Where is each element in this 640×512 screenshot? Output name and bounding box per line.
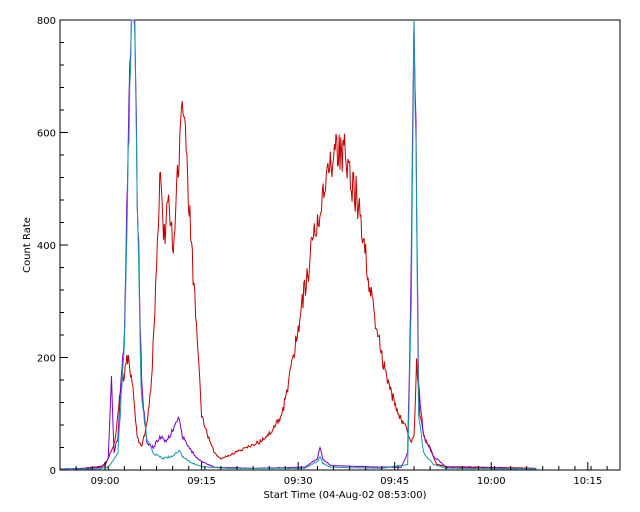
tick-layer: 09:00 09:15 09:30 09:45 10:00 10:15 0 200 400 600… bbox=[37, 16, 608, 487]
y-axis-title: Count Rate bbox=[22, 217, 33, 273]
x-tick-label: 09:15 bbox=[187, 476, 216, 487]
x-tick-label: 10:15 bbox=[573, 476, 602, 487]
series-line-3 bbox=[60, 19, 537, 471]
series-line-1 bbox=[85, 101, 537, 470]
series-line-2 bbox=[59, 19, 537, 470]
series-layer bbox=[59, 19, 537, 471]
y-tick-label: 400 bbox=[37, 241, 56, 252]
y-tick-label: 0 bbox=[50, 466, 56, 477]
y-tick-label: 800 bbox=[37, 16, 56, 27]
x-tick-label: 09:00 bbox=[91, 476, 120, 487]
x-tick-label: 09:30 bbox=[284, 476, 313, 487]
x-axis-title: Start Time (04-Aug-02 08:53:00) bbox=[263, 490, 426, 501]
y-tick-label: 600 bbox=[37, 129, 56, 140]
x-tick-label: 09:45 bbox=[380, 476, 409, 487]
x-tick-label: 10:00 bbox=[477, 476, 506, 487]
plot-frame bbox=[59, 19, 621, 471]
y-tick-label: 200 bbox=[37, 354, 56, 365]
